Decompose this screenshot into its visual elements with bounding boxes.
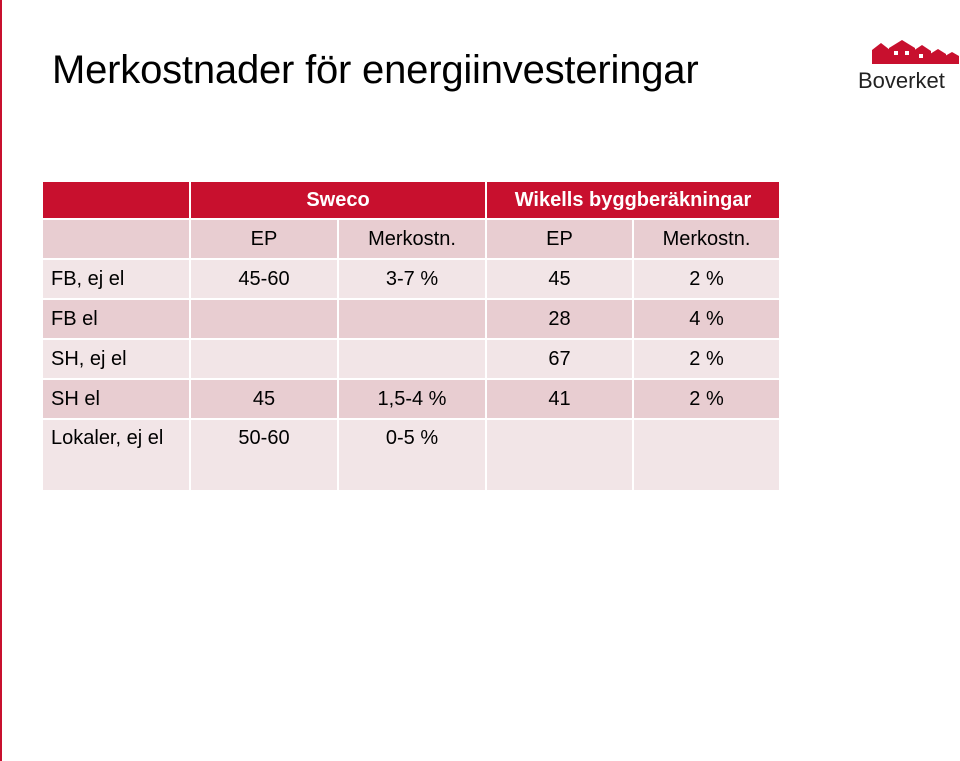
slide-left-border xyxy=(0,0,2,761)
group-header-wikells: Wikells byggberäkningar xyxy=(485,180,782,220)
row-label: Lokaler, ej el xyxy=(41,418,191,492)
table-cell: 50-60 xyxy=(189,418,339,492)
group-header-row: Sweco Wikells byggberäkningar xyxy=(41,180,782,220)
row-label: SH, ej el xyxy=(41,338,191,380)
table-row: SH el 45 1,5-4 % 41 2 % xyxy=(41,378,782,420)
table-row: Lokaler, ej el 50-60 0-5 % xyxy=(41,418,782,492)
table-cell: 0-5 % xyxy=(336,418,488,492)
row-label: SH el xyxy=(41,378,191,420)
table-cell xyxy=(485,418,635,492)
table-cell: 28 xyxy=(485,298,635,340)
table-cell xyxy=(189,338,339,380)
table-cell: 3-7 % xyxy=(336,258,488,300)
brand-wordmark: Boverket xyxy=(858,68,945,93)
boverket-logo: Boverket xyxy=(856,38,960,94)
table-cell: 45 xyxy=(485,258,635,300)
table-cell: 45 xyxy=(189,378,339,420)
table-cell xyxy=(189,298,339,340)
sub-header-merkostn: Merkostn. xyxy=(336,218,488,260)
sub-header-ep: EP xyxy=(485,218,635,260)
table-cell xyxy=(632,418,782,492)
sub-header-ep: EP xyxy=(189,218,339,260)
group-header-empty xyxy=(41,180,191,220)
table-cell: 1,5-4 % xyxy=(336,378,488,420)
sub-header-row: EP Merkostn. EP Merkostn. xyxy=(41,218,782,260)
table-row: SH, ej el 67 2 % xyxy=(41,338,782,380)
row-label: FB, ej el xyxy=(41,258,191,300)
table-cell: 2 % xyxy=(632,258,782,300)
row-label: FB el xyxy=(41,298,191,340)
table-cell xyxy=(336,338,488,380)
table-cell: 41 xyxy=(485,378,635,420)
group-header-sweco: Sweco xyxy=(188,180,488,220)
table-row: FB el 28 4 % xyxy=(41,298,782,340)
slide-title: Merkostnader för energiinvesteringar xyxy=(52,48,699,92)
table-cell: 45-60 xyxy=(189,258,339,300)
table-cell: 2 % xyxy=(632,378,782,420)
table-cell: 67 xyxy=(485,338,635,380)
table-cell: 4 % xyxy=(632,298,782,340)
table-cell xyxy=(336,298,488,340)
sub-header-merkostn: Merkostn. xyxy=(632,218,782,260)
cost-table: Sweco Wikells byggberäkningar EP Merkost… xyxy=(41,180,782,492)
sub-header-empty xyxy=(41,218,191,260)
table-cell: 2 % xyxy=(632,338,782,380)
houses-icon xyxy=(872,40,959,64)
table-row: FB, ej el 45-60 3-7 % 45 2 % xyxy=(41,258,782,300)
